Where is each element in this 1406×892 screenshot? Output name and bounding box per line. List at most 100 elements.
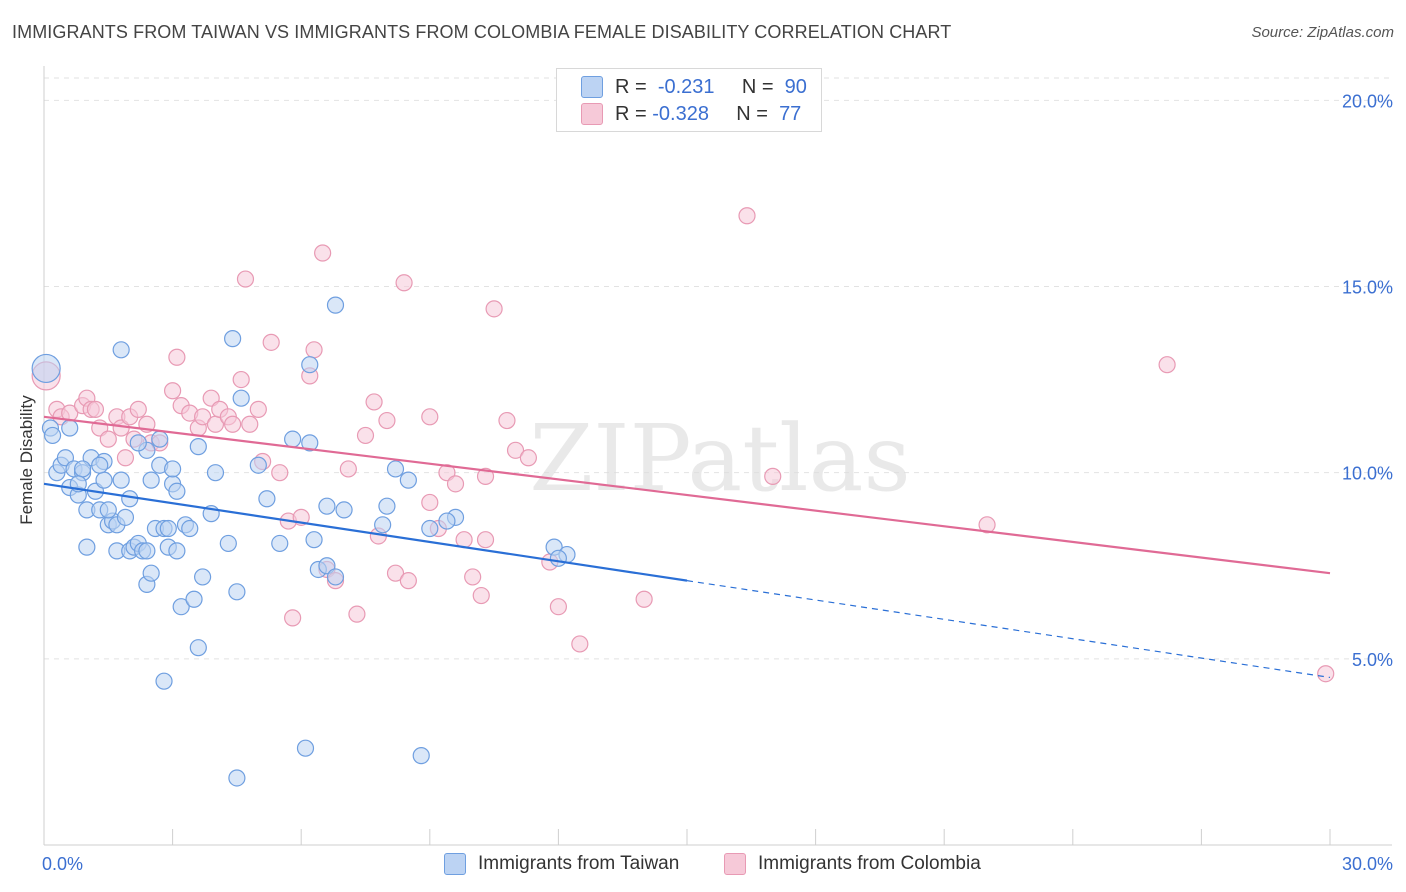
taiwan-point [335,501,353,519]
y-tick-label: 10.0% [1342,464,1393,484]
colombia-point [249,400,267,418]
colombia-point [224,415,242,433]
colombia-point [519,449,537,467]
taiwan-point [78,538,96,556]
taiwan-point [284,430,302,448]
taiwan-point [378,497,396,515]
source-label: Source: ZipAtlas.com [1251,24,1394,41]
taiwan-point [228,769,246,787]
colombia-point [284,609,302,627]
taiwan-point [399,471,417,489]
taiwan-point [326,296,345,314]
taiwan-n-label: N = [741,75,774,98]
y-tick-label: 20.0% [1342,91,1393,111]
watermark: ZIPatlas [529,405,910,512]
taiwan-point [374,516,392,534]
taiwan-point [168,542,186,560]
colombia-r-value: -0.328 [652,102,709,125]
colombia-point [978,516,996,534]
legend-row-colombia: R = -0.328 N = 77 [581,101,801,127]
colombia-point [232,370,250,389]
taiwan-point [326,568,345,586]
taiwan-point [112,471,130,489]
colombia-point [168,348,186,366]
y-axis-label: Female Disability [17,395,36,525]
taiwan-point [421,519,439,538]
colombia-point [464,568,482,586]
trend-lines [43,415,1331,679]
legend-row-taiwan: R = -0.231 N = 90 [581,74,807,100]
x-tick-label: 0.0% [42,854,83,874]
colombia-point [386,564,405,582]
taiwan-point [61,419,79,437]
colombia-swatch [581,103,603,125]
colombia-trend-line [43,415,1331,575]
taiwan-point [189,438,207,456]
taiwan-point [386,460,405,478]
taiwan-point [155,672,173,690]
tick-labels: Female Disability 5.0% 10.0% 15.0% 20.0% 0.0%… [17,91,1393,874]
taiwan-n-value: 90 [784,75,807,98]
taiwan-trend-line [43,482,688,582]
taiwan-point [301,356,319,374]
taiwan-point [95,471,113,489]
taiwan-points [31,296,576,787]
taiwan-point [318,497,336,515]
taiwan-point [206,464,225,482]
colombia-point [348,605,366,623]
colombia-point [194,408,212,426]
colombia-point [262,333,280,351]
taiwan-point [296,739,315,757]
taiwan-point [116,508,135,526]
colombia-point [476,531,495,549]
colombia-n-label: N = [736,102,768,125]
taiwan-point [142,564,160,582]
colombia-point [506,441,525,459]
taiwan-r-label: R = [615,75,647,98]
colombia-point [1158,356,1176,374]
colombia-point [116,449,135,467]
taiwan-swatch [581,76,603,98]
colombia-point [271,464,289,482]
colombia-point [86,400,105,418]
colombia-point [549,598,568,616]
colombia-point [378,411,396,430]
taiwan-point [99,501,117,519]
taiwan-point [43,426,62,445]
taiwan-point [228,583,246,601]
taiwan-point [142,471,160,489]
taiwan-point [121,490,139,508]
taiwan-point [232,389,250,407]
colombia-point [571,635,589,653]
bottom-legend-colombia: Immigrants from Colombia [724,850,981,878]
chart-title: IMMIGRANTS FROM TAIWAN VS IMMIGRANTS FRO… [12,22,952,42]
taiwan-point [172,598,190,616]
colombia-point [472,586,490,605]
colombia-point [395,274,413,292]
bottom-colombia-swatch [724,853,746,875]
colombia-n-value: 77 [779,102,802,125]
taiwan-point [164,460,182,478]
colombia-point [498,411,516,430]
colombia-r-label: R = [615,102,647,125]
taiwan-point [159,519,177,538]
taiwan-point [129,434,147,452]
taiwan-point [112,341,130,359]
colombia-point [1317,665,1335,683]
colombia-point [421,493,439,512]
bottom-taiwan-label: Immigrants from Taiwan [478,853,680,874]
taiwan-point [73,460,92,478]
taiwan-point [549,549,568,567]
colombia-point [365,393,383,411]
taiwan-point [31,353,61,384]
colombia-point [99,430,117,448]
taiwan-point [168,482,186,500]
colombia-point [236,270,255,288]
taiwan-point [301,434,319,452]
taiwan-point [189,639,207,657]
colombia-point [476,467,495,485]
y-tick-label: 15.0% [1342,278,1393,298]
colombia-point [339,460,357,478]
taiwan-point [258,490,276,508]
colombia-point [129,400,147,418]
